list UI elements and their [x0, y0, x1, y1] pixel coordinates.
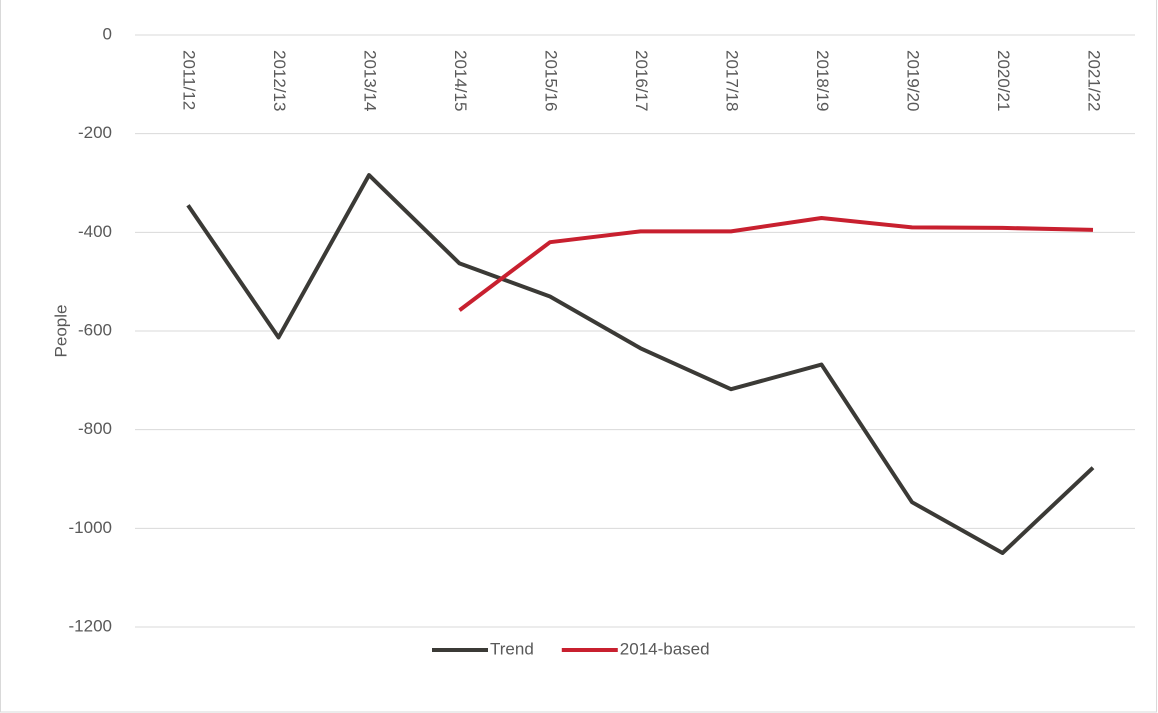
x-tick-label: 2019/20: [904, 50, 923, 111]
x-tick-label: 2012/13: [270, 50, 289, 111]
x-tick-label: 2011/12: [180, 50, 199, 110]
y-tick-label: 0: [103, 24, 112, 43]
x-tick-label: 2020/21: [994, 50, 1013, 111]
y-axis-label: People: [51, 305, 70, 358]
x-tick-label: 2016/17: [632, 50, 651, 111]
x-tick-label: 2015/16: [542, 50, 561, 111]
legend-label: 2014-based: [620, 639, 710, 658]
y-tick-label: -1000: [69, 518, 112, 537]
x-tick-label: 2018/19: [813, 50, 832, 111]
x-tick-label: 2017/18: [723, 50, 742, 111]
legend-label: Trend: [490, 639, 534, 658]
y-tick-label: -600: [78, 320, 112, 339]
x-tick-label: 2013/14: [361, 50, 380, 111]
y-tick-label: -400: [78, 222, 112, 241]
y-tick-label: -800: [78, 419, 112, 438]
x-tick-label: 2021/22: [1085, 50, 1104, 111]
x-tick-label: 2014/15: [451, 50, 470, 111]
line-series: [458, 216, 1094, 312]
line-series: [186, 173, 1095, 555]
y-tick-label: -200: [78, 123, 112, 142]
y-tick-label: -1200: [69, 616, 112, 635]
